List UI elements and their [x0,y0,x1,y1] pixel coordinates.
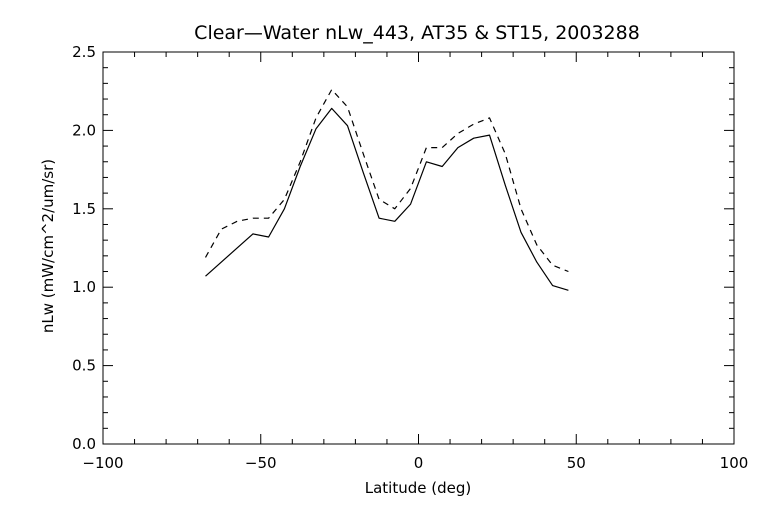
x-tick-label: −50 [245,454,277,472]
dashed-series-point [504,152,507,155]
dashed-series-point [551,264,554,267]
chart-title: Clear—Water nLw_443, AT35 & ST15, 200328… [194,22,640,44]
y-axis-title: nLw (mW/cm^2/um/sr) [39,159,57,333]
x-axis-tick-labels: −100 −50 0 50 100 [82,454,748,472]
plot-frame [102,51,735,445]
x-tick-label: 100 [720,454,749,472]
y-tick-label: 1.5 [72,200,96,218]
y-tick-label: 1.0 [72,278,96,296]
series-line-solid [205,107,569,291]
y-tick-label: 0.5 [72,357,96,375]
y-tick-label: 2.5 [72,43,96,61]
x-tick-label: 0 [414,454,424,472]
x-tick-label: 50 [567,454,586,472]
y-tick-label: 2.0 [72,121,96,139]
y-tick-label: 0.0 [72,435,96,453]
x-axis-title: Latitude (deg) [365,479,471,497]
plot-area [102,51,735,445]
series-group [204,88,569,291]
dashed-series-point [346,105,349,108]
x-tick-label: −100 [82,454,123,472]
axis-ticks [102,51,735,445]
series-line-dashed [204,88,569,273]
y-axis-tick-labels: 0.0 0.5 1.0 1.5 2.0 2.5 [72,43,96,453]
